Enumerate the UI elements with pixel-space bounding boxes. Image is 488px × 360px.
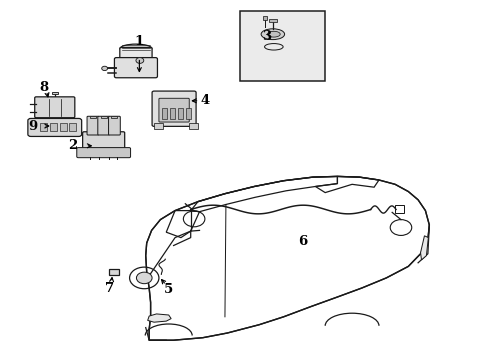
Bar <box>69 123 76 131</box>
Text: 4: 4 <box>201 94 209 107</box>
Bar <box>52 92 58 94</box>
Bar <box>111 116 117 118</box>
Text: 1: 1 <box>135 35 143 48</box>
FancyBboxPatch shape <box>159 98 189 122</box>
FancyBboxPatch shape <box>87 116 99 135</box>
Ellipse shape <box>120 44 151 53</box>
Bar <box>394 205 403 213</box>
Bar <box>162 108 167 119</box>
Polygon shape <box>147 314 171 322</box>
FancyBboxPatch shape <box>77 148 130 158</box>
Text: 7: 7 <box>105 282 114 294</box>
Circle shape <box>102 66 107 71</box>
Bar <box>50 123 57 131</box>
Bar <box>90 116 96 118</box>
FancyBboxPatch shape <box>114 58 157 78</box>
FancyBboxPatch shape <box>82 132 124 150</box>
Text: 6: 6 <box>298 235 307 248</box>
Polygon shape <box>145 176 428 340</box>
Bar <box>154 123 163 129</box>
FancyBboxPatch shape <box>98 116 109 135</box>
Text: 2: 2 <box>68 139 77 152</box>
Circle shape <box>136 58 143 63</box>
Bar <box>60 123 66 131</box>
Bar <box>101 116 106 118</box>
Text: 9: 9 <box>29 120 38 132</box>
Bar <box>108 269 119 275</box>
Bar <box>268 19 276 22</box>
Text: 3: 3 <box>262 30 270 42</box>
FancyBboxPatch shape <box>120 48 152 62</box>
Polygon shape <box>420 236 427 260</box>
Text: 8: 8 <box>40 81 48 94</box>
Bar <box>239 11 325 81</box>
FancyBboxPatch shape <box>152 91 196 126</box>
Bar <box>178 108 183 119</box>
Bar <box>189 123 198 129</box>
FancyBboxPatch shape <box>28 118 81 136</box>
Bar <box>263 16 266 20</box>
Circle shape <box>136 272 152 284</box>
Text: 5: 5 <box>164 283 173 296</box>
Ellipse shape <box>267 31 280 37</box>
FancyBboxPatch shape <box>108 116 120 135</box>
Bar <box>40 123 47 131</box>
Ellipse shape <box>261 29 284 40</box>
Bar <box>185 108 190 119</box>
Bar <box>170 108 175 119</box>
FancyBboxPatch shape <box>35 97 75 118</box>
